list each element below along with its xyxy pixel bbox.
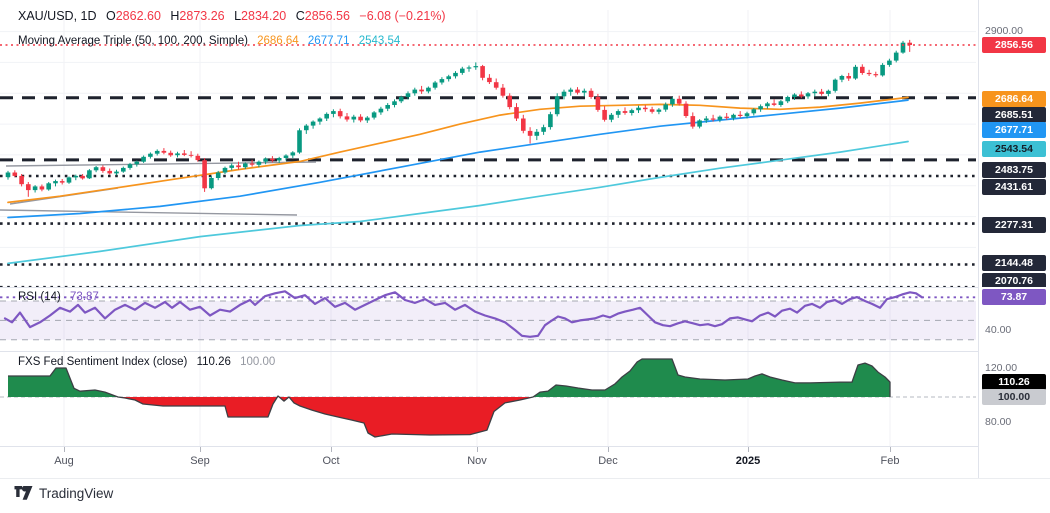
sentiment-pane[interactable] xyxy=(0,358,976,438)
rsi-label: RSI (14) xyxy=(18,291,61,303)
axis-tick-label: 80.00 xyxy=(985,416,1012,428)
axis-tick-label: 2900.00 xyxy=(985,25,1023,37)
time-axis-label-dec: Dec xyxy=(598,455,618,467)
ohlc-high-label: H xyxy=(170,9,180,23)
time-axis-tick xyxy=(748,447,749,452)
axis-price-badge: 73.87 xyxy=(982,289,1046,305)
axis-price-badge: 110.26 xyxy=(982,374,1046,390)
axis-price-badge: 2277.31 xyxy=(982,217,1046,233)
time-axis-tick xyxy=(200,447,201,452)
ohlc-close-label: C xyxy=(295,9,305,23)
axis-tick-label: 120.00 xyxy=(985,362,1018,374)
ma-legend-label: Moving Average Triple (50, 100, 200, Sim… xyxy=(18,35,248,47)
tradingview-brand[interactable]: TradingView xyxy=(14,485,113,502)
sentiment-value: 110.26 xyxy=(196,356,231,368)
time-axis-tick xyxy=(477,447,478,452)
axis-price-badge: 2144.48 xyxy=(982,255,1046,271)
sentiment-baseline-value: 100.00 xyxy=(240,356,276,368)
axis-price-badge: 2070.76 xyxy=(982,273,1046,287)
change-value: −6.08 (−0.21%) xyxy=(359,9,446,23)
axis-price-badge: 2543.54 xyxy=(982,141,1046,157)
axis-price-badge: 2431.61 xyxy=(982,179,1046,195)
axis-price-badge: 2677.71 xyxy=(982,122,1046,138)
price-pane[interactable] xyxy=(0,39,976,287)
axis-zone[interactable]: 120.00 110.26 100.00 80.00 xyxy=(979,351,1050,446)
pane-separator-rsi-sentiment[interactable] xyxy=(0,351,1050,352)
time-axis-label-oct: Oct xyxy=(322,455,340,467)
ohlc-open-label: O xyxy=(105,9,116,23)
time-axis-tick xyxy=(331,447,332,452)
price-axis[interactable]: 2900.00 2856.56 2686.64 2685.51 2677.71 2543.… xyxy=(978,0,1050,478)
axis-zone[interactable]: 2900.00 2856.56 2686.64 2685.51 2677.71 2543.… xyxy=(979,0,1050,287)
axis-tick-label: 40.00 xyxy=(985,324,1012,336)
symbol-title[interactable]: XAU/USD, 1D xyxy=(18,9,97,23)
ma-legend[interactable]: Moving Average Triple (50, 100, 200, Sim… xyxy=(18,35,400,47)
time-axis-tick xyxy=(890,447,891,452)
sentiment-legend[interactable]: FXS Fed Sentiment Index (close) 110.26 1… xyxy=(18,356,275,368)
footer-separator xyxy=(0,478,1050,479)
ohlc-close-value: 2856.56 xyxy=(304,9,350,23)
time-axis-tick xyxy=(608,447,609,452)
time-axis[interactable]: Aug Sep Oct Nov Dec 2025 Feb xyxy=(0,447,978,478)
ohlc-low-label: L xyxy=(234,9,242,23)
rsi-pane[interactable] xyxy=(0,290,976,341)
sma50-value: 2686.64 xyxy=(257,35,299,47)
time-axis-separator xyxy=(0,446,1050,447)
pane-separator-price-rsi[interactable] xyxy=(0,287,1050,288)
ohlc-open-value: 2862.60 xyxy=(115,9,161,23)
axis-zone[interactable]: 73.87 40.00 xyxy=(979,287,1050,351)
axis-price-badge: 2685.51 xyxy=(982,107,1046,123)
time-axis-label-nov: Nov xyxy=(467,455,487,467)
time-axis-label-aug: Aug xyxy=(54,455,74,467)
time-axis-label-sep: Sep xyxy=(190,455,210,467)
tradingview-logo-icon xyxy=(14,486,33,500)
tradingview-brand-text: TradingView xyxy=(39,486,114,501)
axis-price-badge: 2483.75 xyxy=(982,162,1046,178)
ohlc-high-value: 2873.26 xyxy=(179,9,225,23)
axis-price-badge: 2686.64 xyxy=(982,91,1046,107)
time-axis-label-2025: 2025 xyxy=(735,455,761,467)
time-axis-tick xyxy=(64,447,65,452)
axis-price-badge: 100.00 xyxy=(982,389,1046,405)
symbol-legend[interactable]: XAU/USD, 1D O2862.60 H2873.26 L2834.20 C… xyxy=(18,9,446,23)
rsi-value: 73.87 xyxy=(70,291,99,303)
time-axis-label-feb: Feb xyxy=(880,455,900,467)
sma200-value: 2543.54 xyxy=(358,35,401,47)
sentiment-label: FXS Fed Sentiment Index (close) xyxy=(18,356,188,368)
rsi-legend[interactable]: RSI (14) 73.87 xyxy=(18,291,99,303)
axis-price-badge: 2856.56 xyxy=(982,37,1046,53)
ohlc-low-value: 2834.20 xyxy=(241,9,287,23)
sma100-value: 2677.71 xyxy=(307,35,350,47)
